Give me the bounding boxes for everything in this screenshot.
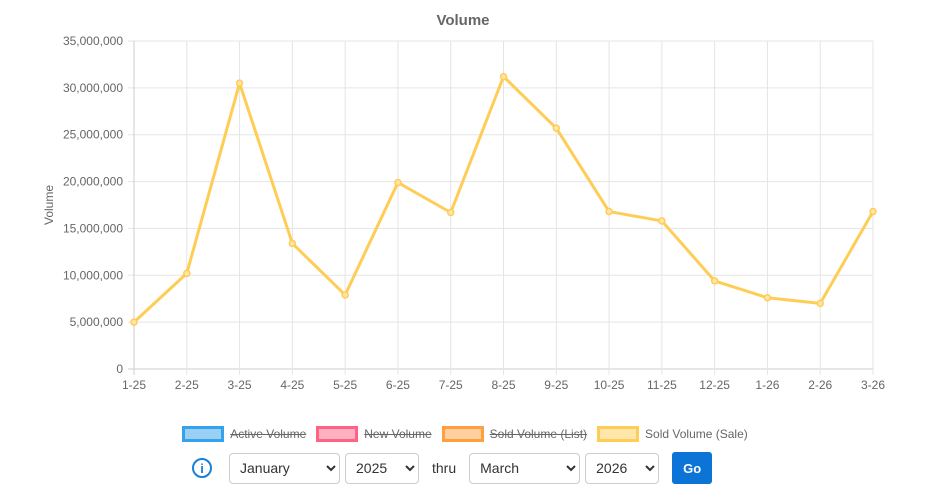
data-point: [869, 207, 877, 216]
data-point: [183, 269, 191, 278]
x-tick-label: 1-25: [122, 378, 146, 392]
x-tick-label: 6-25: [386, 378, 410, 392]
volume-chart: Volume Volume 0 5,000,000 10,000,000 15,000,0…: [42, 12, 885, 392]
chart-title: Volume: [436, 12, 489, 29]
data-point: [235, 79, 244, 87]
x-tick-label: 9-25: [544, 378, 568, 392]
x-tick-label: 5-25: [333, 378, 357, 392]
x-tick-label: 2-25: [175, 378, 199, 392]
y-tick-label: 15,000,000: [63, 221, 123, 235]
legend-item[interactable]: New Volume: [316, 426, 432, 442]
data-point: [552, 124, 561, 132]
data-point: [710, 277, 719, 285]
x-tick-label: 11-25: [647, 378, 677, 392]
x-tick-label: 7-25: [439, 378, 463, 392]
y-axis-label: Volume: [42, 185, 56, 225]
thru-label: thru: [432, 460, 457, 476]
y-tick-label: 20,000,000: [63, 175, 123, 189]
data-point: [605, 207, 613, 216]
x-tick-label: 12-25: [699, 378, 730, 392]
y-tick-label: 25,000,000: [63, 128, 123, 142]
data-point: [288, 239, 297, 248]
y-tick-label: 0: [116, 362, 123, 376]
y-tick-label: 10,000,000: [63, 268, 123, 282]
date-range-controls: i January 2025 thru March 2026 Go: [190, 452, 713, 484]
x-tick-label: 1-26: [755, 378, 779, 392]
legend-swatch: [316, 426, 359, 442]
data-point: [816, 299, 824, 308]
data-point: [658, 217, 666, 225]
legend-swatch: [182, 426, 225, 442]
x-tick-label: 3-25: [228, 378, 252, 392]
data-point: [763, 294, 772, 302]
to-month-select[interactable]: March: [469, 452, 581, 484]
legend-swatch: [441, 426, 484, 442]
y-tick-label: 30,000,000: [63, 81, 123, 95]
legend-item[interactable]: Sold Volume (Sale): [597, 426, 748, 442]
info-icon[interactable]: i: [192, 458, 212, 478]
legend-label: Sold Volume (Sale): [645, 427, 748, 441]
data-point: [394, 178, 402, 187]
legend-label: Sold Volume (List): [489, 427, 588, 441]
chart-legend: Active Volume New Volume Sold Volume (List…: [0, 426, 926, 442]
legend-label: New Volume: [364, 427, 432, 441]
x-tick-label: 8-25: [491, 378, 515, 392]
data-point: [130, 318, 138, 326]
data-point: [446, 208, 455, 217]
from-month-select[interactable]: January: [229, 452, 340, 484]
to-year-select[interactable]: 2026: [585, 452, 660, 484]
go-button[interactable]: Go: [672, 452, 713, 484]
y-tick-label: 5,000,000: [70, 315, 124, 329]
from-year-select[interactable]: 2025: [345, 452, 419, 484]
legend-swatch: [597, 426, 640, 442]
legend-item[interactable]: Sold Volume (List): [441, 426, 588, 442]
x-tick-label: 3-26: [861, 378, 885, 392]
x-tick-label: 2-26: [808, 378, 832, 392]
y-tick-label: 35,000,000: [63, 34, 123, 48]
x-tick-label: 4-25: [280, 378, 304, 392]
x-tick-label: 10-25: [594, 378, 625, 392]
legend-item[interactable]: Active Volume: [182, 426, 306, 442]
data-point: [499, 72, 508, 81]
legend-label: Active Volume: [230, 427, 307, 441]
data-point: [341, 291, 349, 299]
